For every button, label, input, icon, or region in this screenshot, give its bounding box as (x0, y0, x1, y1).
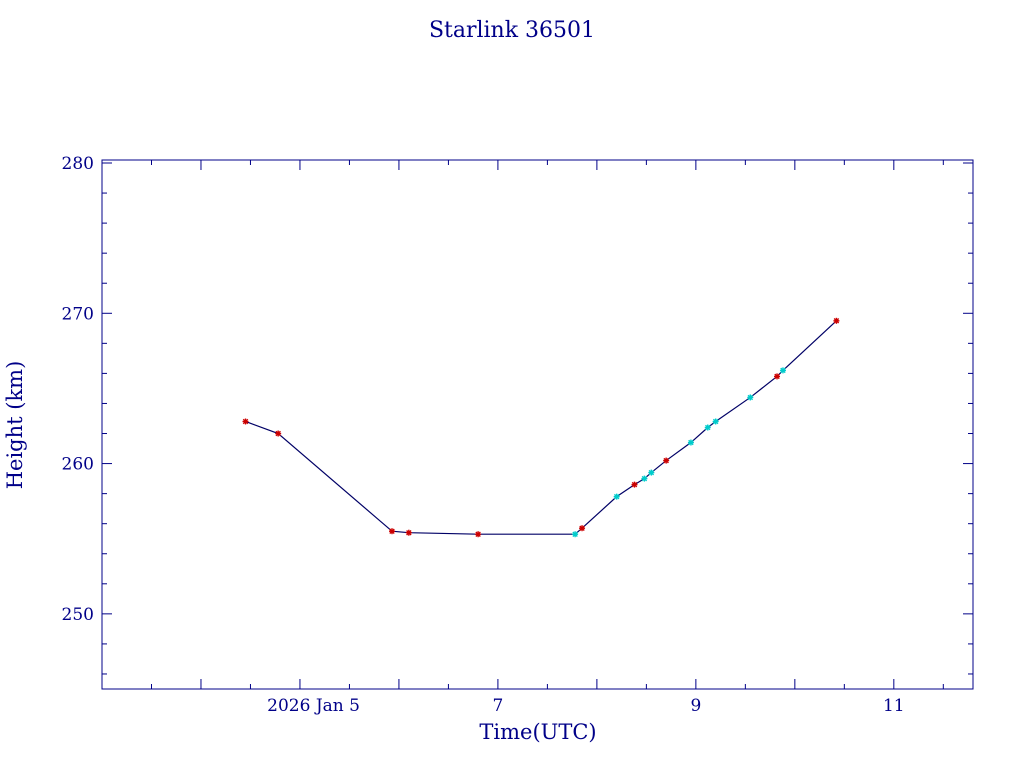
red-star-marker (242, 418, 249, 425)
x-tick-label: 2026 Jan 5 (267, 696, 360, 716)
cyan-star-marker (704, 424, 711, 431)
plot-area (101, 159, 974, 690)
red-star-marker (389, 528, 396, 535)
red-star-marker (579, 525, 586, 532)
y-tick-label: 270 (62, 304, 94, 324)
data-markers (242, 317, 840, 538)
cyan-star-marker (712, 418, 719, 425)
cyan-star-marker (779, 367, 786, 374)
y-tick-label: 250 (62, 605, 94, 625)
red-star-marker (833, 317, 840, 324)
cyan-star-marker (613, 493, 620, 500)
y-tick-label: 260 (62, 455, 94, 475)
cyan-star-marker (747, 394, 754, 401)
red-star-marker (663, 457, 670, 464)
y-axis: 250 260 270 280 (62, 154, 973, 675)
cyan-star-marker (641, 475, 648, 482)
cyan-star-marker (687, 439, 694, 446)
height-line-series (245, 320, 837, 535)
x-tick-label: 11 (883, 696, 905, 716)
cyan-star-marker (648, 469, 655, 476)
x-axis: 2026 Jan 5 7 9 11 (150, 160, 944, 716)
red-star-marker (774, 373, 781, 380)
chart-title: Starlink 36501 (429, 18, 595, 43)
y-axis-label: Height (km) (3, 361, 27, 490)
red-star-marker (405, 529, 412, 536)
x-tick-label: 7 (492, 696, 503, 716)
x-tick-label: 9 (690, 696, 701, 716)
y-tick-label: 280 (62, 154, 94, 174)
red-star-marker (275, 430, 282, 437)
x-axis-label: Time(UTC) (479, 720, 596, 744)
red-star-marker (631, 481, 638, 488)
red-star-marker (475, 531, 482, 538)
cyan-star-marker (572, 531, 579, 538)
